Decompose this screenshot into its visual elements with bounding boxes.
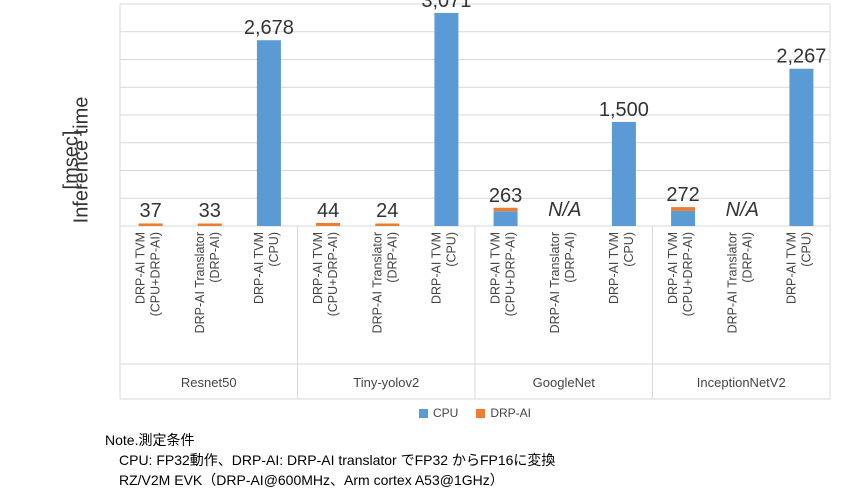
note-title: Note.測定条件 (105, 432, 195, 448)
category-label: DRP-AI Translator(DRP-AI) (370, 232, 399, 333)
bar-drp-ai (493, 207, 518, 212)
category-label-line: DRP-AI Translator (725, 232, 739, 333)
data-label: 24 (376, 200, 398, 222)
category-label-line: DRP-AI Translator (193, 232, 207, 333)
note-line-2: RZ/V2M EVK（DRP-AI@600MHz、Arm cortex A53@… (119, 472, 504, 488)
category-label-line: DRP-AI TVM (252, 232, 266, 304)
category-label-line: DRP-AI TVM (311, 232, 325, 304)
data-label: N/A (548, 199, 581, 221)
data-label: 1,500 (599, 99, 649, 121)
category-label: DRP-AI TVM(CPU+DRP-AI) (666, 232, 695, 316)
data-label: 44 (317, 200, 339, 222)
data-label: 33 (199, 200, 221, 222)
category-label-line: (CPU) (799, 232, 813, 267)
bar-cpu (671, 210, 696, 226)
bar-cpu (611, 121, 636, 226)
category-label-line: (DRP-AI) (740, 232, 754, 283)
bar-drp-ai (375, 223, 400, 226)
bar-drp-ai (138, 223, 163, 226)
note-line-1: CPU: FP32動作、DRP-AI: DRP-AI translator でF… (119, 452, 556, 468)
category-label-line: (CPU+DRP-AI) (504, 232, 518, 316)
category-label-line: (CPU+DRP-AI) (326, 232, 340, 316)
chart-legend: CPU DRP-AI (0, 406, 854, 420)
category-label-line: DRP-AI Translator (548, 232, 562, 333)
category-label-line: DRP-AI TVM (666, 232, 680, 304)
bar-drp-ai (197, 223, 222, 226)
bar-drp-ai (316, 222, 341, 226)
data-label: 272 (666, 184, 699, 206)
category-label-line: DRP-AI TVM (429, 232, 443, 304)
category-label-line: DRP-AI TVM (784, 232, 798, 304)
legend-label-drp-ai: DRP-AI (490, 406, 531, 420)
category-label: DRP-AI TVM(CPU+DRP-AI) (489, 232, 518, 316)
category-label-line: (DRP-AI) (385, 232, 399, 283)
bar-cpu (493, 211, 518, 226)
category-label-line: DRP-AI TVM (489, 232, 503, 304)
category-label-line: (DRP-AI) (208, 232, 222, 283)
category-label: DRP-AI TVM(CPU) (252, 232, 281, 304)
data-label: 3,071 (421, 0, 471, 12)
category-label: DRP-AI TVM(CPU) (607, 232, 636, 304)
category-label: DRP-AI Translator(DRP-AI) (193, 232, 222, 333)
category-label: DRP-AI TVM(CPU+DRP-AI) (311, 232, 340, 316)
legend-swatch-cpu (418, 408, 428, 418)
group-label: InceptionNetV2 (697, 375, 786, 390)
category-label-line: DRP-AI TVM (607, 232, 621, 304)
category-label: DRP-AI TVM(CPU) (784, 232, 813, 304)
category-label: DRP-AI Translator(DRP-AI) (548, 232, 577, 333)
group-label: Resnet50 (181, 375, 237, 390)
category-label-line: (CPU) (267, 232, 281, 267)
legend-label-cpu: CPU (432, 406, 459, 420)
data-label: 37 (139, 200, 161, 222)
legend-item-drp-ai: DRP-AI (476, 406, 531, 420)
category-label: DRP-AI TVM(CPU+DRP-AI) (134, 232, 163, 316)
measurement-note: Note.測定条件 CPU: FP32動作、DRP-AI: DRP-AI tra… (105, 430, 555, 490)
category-label-line: DRP-AI Translator (370, 232, 384, 333)
category-label-line: DRP-AI TVM (134, 232, 148, 304)
legend-item-cpu: CPU (418, 406, 459, 420)
category-label-line: (CPU+DRP-AI) (149, 232, 163, 316)
bar-cpu (434, 12, 459, 227)
category-label-line: (CPU+DRP-AI) (681, 232, 695, 316)
group-label: GoogleNet (533, 375, 596, 390)
data-label: N/A (726, 199, 759, 221)
bar-cpu (256, 40, 281, 227)
bar-cpu (789, 68, 814, 227)
category-label-line: (CPU) (622, 232, 636, 267)
category-label-line: (CPU) (444, 232, 458, 267)
data-label: 2,267 (776, 46, 826, 68)
category-label: DRP-AI Translator(DRP-AI) (725, 232, 754, 333)
data-label: 263 (489, 185, 522, 207)
category-label: DRP-AI TVM(CPU) (429, 232, 458, 304)
legend-swatch-drp-ai (476, 408, 486, 418)
group-label: Tiny-yolov2 (353, 375, 419, 390)
category-label-line: (DRP-AI) (563, 232, 577, 283)
data-label: 2,678 (244, 17, 294, 39)
bar-drp-ai (671, 207, 696, 211)
